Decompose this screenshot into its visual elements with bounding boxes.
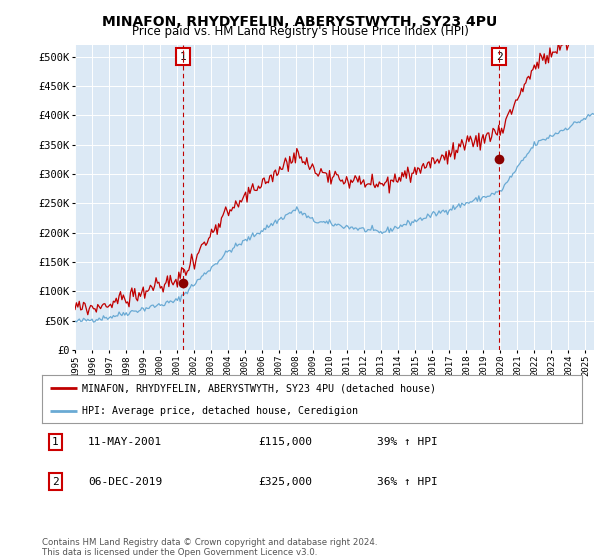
Text: 2: 2	[496, 52, 502, 62]
Text: 2: 2	[52, 477, 59, 487]
Text: 1: 1	[180, 52, 187, 62]
Text: 39% ↑ HPI: 39% ↑ HPI	[377, 437, 437, 447]
Text: £325,000: £325,000	[258, 477, 312, 487]
Text: 1: 1	[52, 437, 59, 447]
Text: MINAFON, RHYDYFELIN, ABERYSTWYTH, SY23 4PU (detached house): MINAFON, RHYDYFELIN, ABERYSTWYTH, SY23 4…	[83, 383, 437, 393]
Text: MINAFON, RHYDYFELIN, ABERYSTWYTH, SY23 4PU: MINAFON, RHYDYFELIN, ABERYSTWYTH, SY23 4…	[103, 15, 497, 29]
Text: HPI: Average price, detached house, Ceredigion: HPI: Average price, detached house, Cere…	[83, 406, 359, 416]
Text: 11-MAY-2001: 11-MAY-2001	[88, 437, 162, 447]
Text: 36% ↑ HPI: 36% ↑ HPI	[377, 477, 437, 487]
Text: Price paid vs. HM Land Registry's House Price Index (HPI): Price paid vs. HM Land Registry's House …	[131, 25, 469, 38]
Text: Contains HM Land Registry data © Crown copyright and database right 2024.
This d: Contains HM Land Registry data © Crown c…	[42, 538, 377, 557]
Text: £115,000: £115,000	[258, 437, 312, 447]
Text: 06-DEC-2019: 06-DEC-2019	[88, 477, 162, 487]
